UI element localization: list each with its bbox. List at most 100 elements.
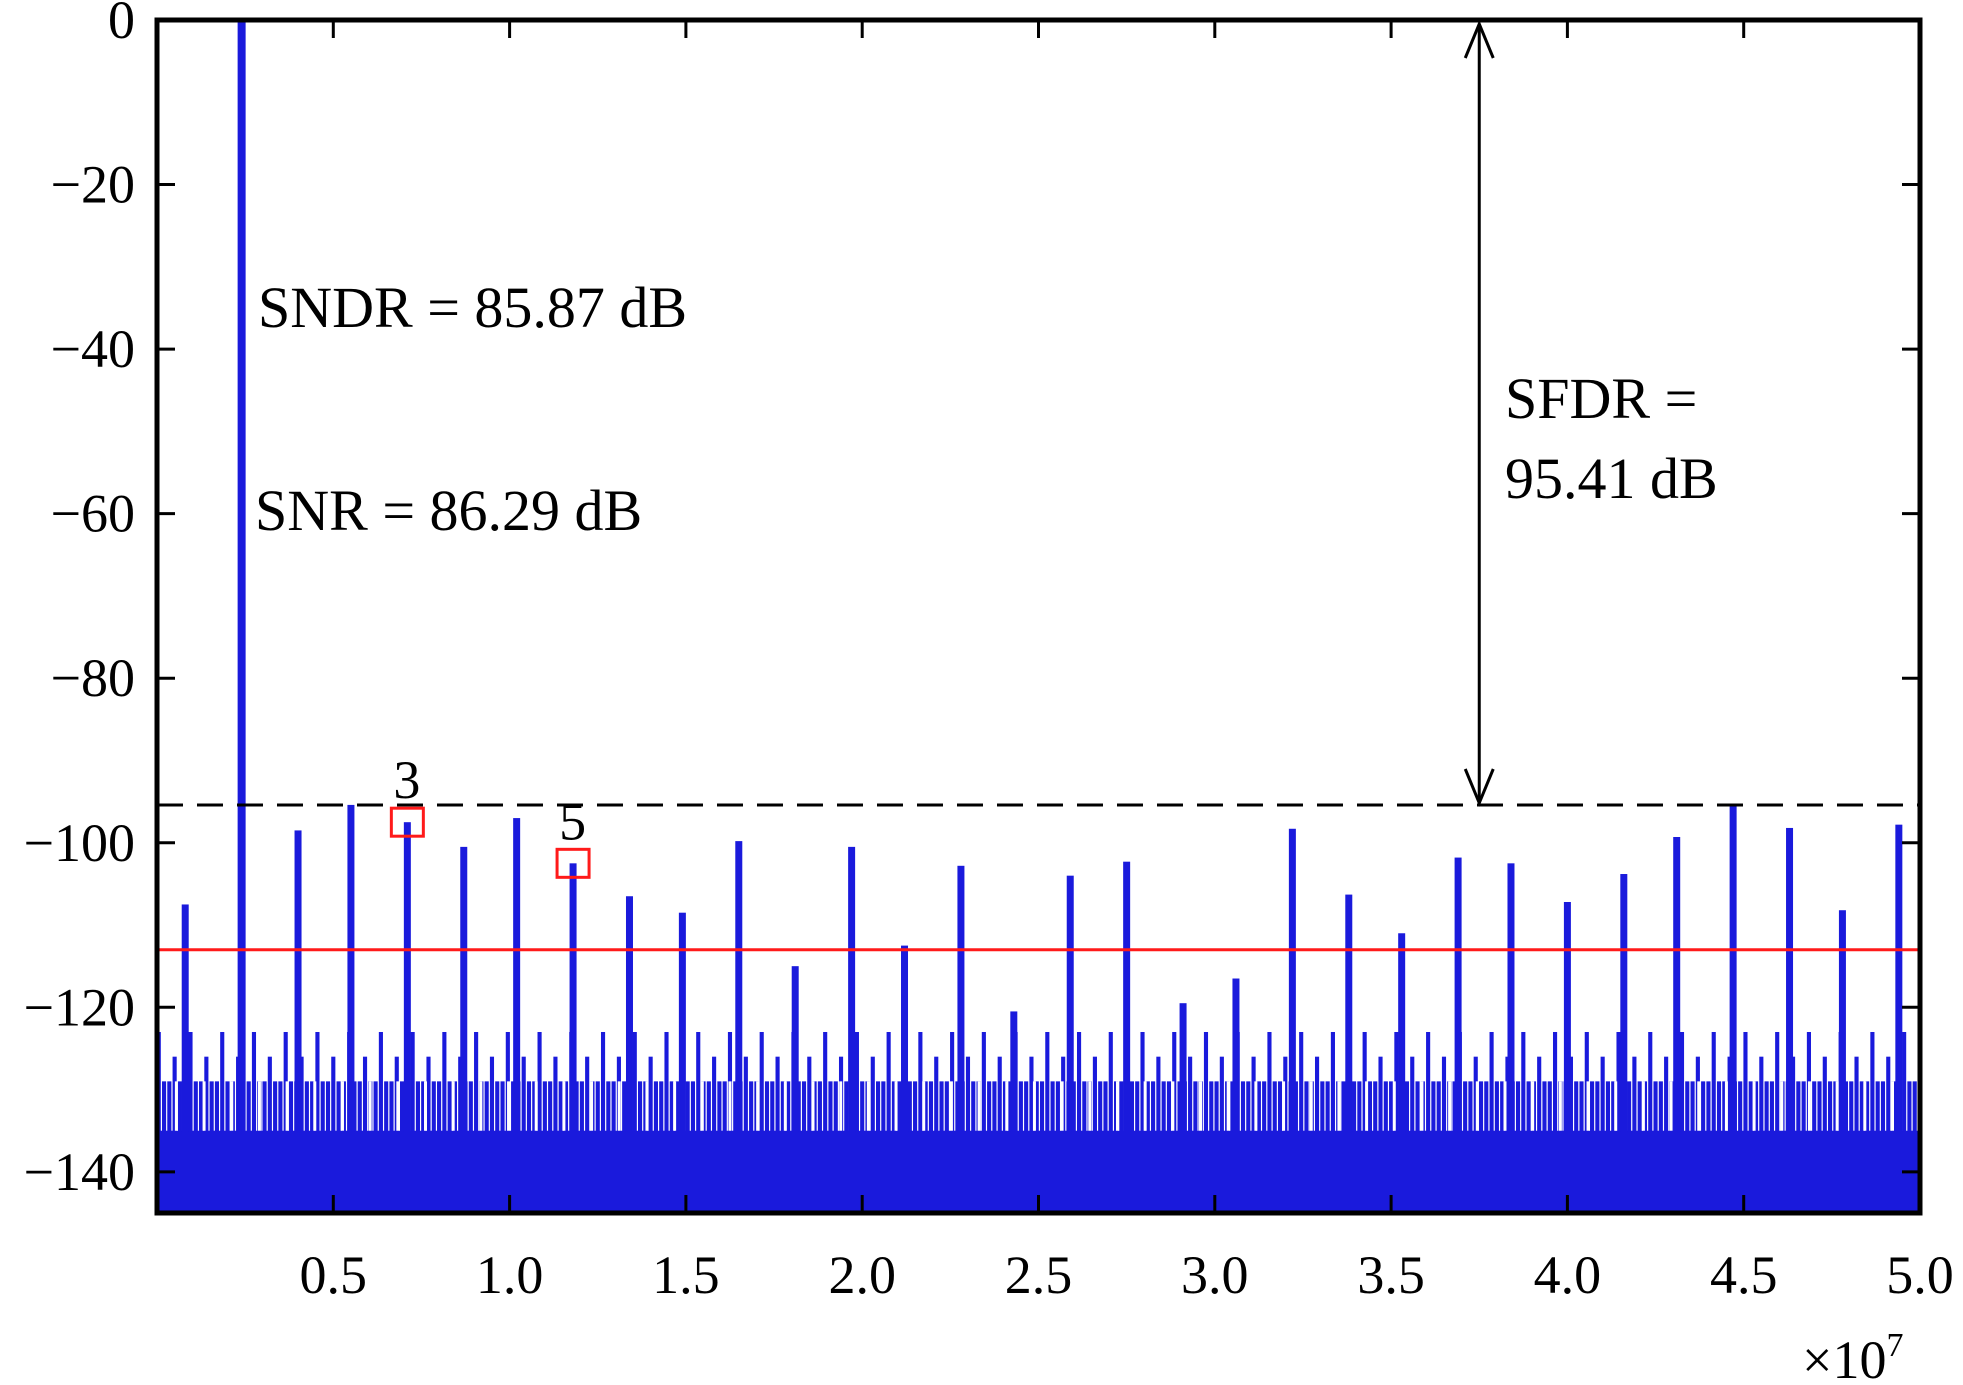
- noise-floor-bin: [1537, 1056, 1542, 1132]
- noise-floor-bin: [1203, 1031, 1209, 1132]
- noise-floor-gap: [1697, 1081, 1701, 1131]
- spur-bar-2: [347, 804, 355, 1213]
- noise-floor-bin: [1161, 1081, 1166, 1132]
- noise-floor-bin: [1568, 1056, 1573, 1132]
- noise-floor-bin: [325, 1081, 331, 1132]
- x-tick-label: 0.5: [300, 1245, 368, 1305]
- noise-floor-bin: [204, 1056, 209, 1132]
- noise-floor-gap: [645, 1081, 649, 1131]
- noise-floor-bin: [632, 1031, 637, 1132]
- noise-floor-bin: [1299, 1031, 1304, 1132]
- noise-floor-bin: [1071, 1081, 1076, 1132]
- noise-floor-bin: [659, 1081, 664, 1132]
- x-tick-label: 3.5: [1357, 1245, 1425, 1305]
- noise-floor-bin: [447, 1081, 452, 1132]
- noise-floor-bin: [278, 1081, 283, 1132]
- noise-floor-bin: [1574, 1081, 1579, 1132]
- noise-floor-bin: [1166, 1081, 1172, 1132]
- noise-floor-gap: [1475, 1081, 1479, 1131]
- noise-floor-bin: [526, 1081, 532, 1132]
- noise-floor-gap: [1115, 1081, 1119, 1131]
- noise-floor-bin: [579, 1081, 584, 1132]
- x-tick-label: 2.5: [1005, 1245, 1073, 1305]
- x-tick-label: 4.0: [1534, 1245, 1602, 1305]
- noise-floor-bin: [1907, 1081, 1912, 1132]
- noise-floor-bin: [262, 1081, 267, 1132]
- noise-floor-bin: [1759, 1056, 1764, 1132]
- noise-floor-layer: [156, 1031, 1923, 1213]
- noise-floor-bin: [854, 1031, 859, 1132]
- noise-floor-bin: [1039, 1081, 1045, 1132]
- spur-bar-7: [625, 896, 633, 1213]
- noise-floor-gap: [590, 1081, 594, 1131]
- noise-floor-gap: [673, 1081, 677, 1131]
- noise-floor-bin: [1404, 1081, 1410, 1132]
- noise-floor-bin: [1151, 1081, 1156, 1132]
- noise-floor-bin: [1119, 1081, 1124, 1132]
- noise-floor-bin: [1743, 1031, 1748, 1132]
- noise-floor-bin: [1505, 1056, 1510, 1132]
- noise-floor-bin: [1902, 1031, 1907, 1132]
- noise-floor-bin: [1145, 1081, 1150, 1132]
- noise-floor-gap: [1558, 1081, 1562, 1131]
- noise-floor-bin: [1590, 1081, 1595, 1132]
- noise-floor-bin: [1029, 1056, 1034, 1132]
- noise-floor-bin: [1330, 1031, 1335, 1132]
- noise-floor-gap: [1420, 1081, 1424, 1131]
- noise-floor-bin: [299, 1056, 304, 1132]
- noise-floor-bin: [780, 1081, 785, 1132]
- noise-floor-bin: [817, 1081, 822, 1132]
- noise-floor-bin: [288, 1081, 294, 1132]
- y-tick-label: −120: [24, 977, 135, 1037]
- y-tick-label: −60: [51, 484, 135, 544]
- noise-floor-bin: [860, 1081, 865, 1132]
- spur-bar-29: [1838, 910, 1846, 1213]
- noise-floor-bin: [664, 1031, 669, 1132]
- noise-floor-gap: [534, 1081, 538, 1131]
- noise-floor-bin: [1912, 1081, 1917, 1132]
- noise-floor-bin: [1325, 1081, 1330, 1132]
- noise-floor-bin: [1716, 1081, 1722, 1132]
- noise-floor-bin: [1045, 1031, 1050, 1132]
- noise-floor-bin: [315, 1031, 320, 1132]
- noise-floor-bin: [653, 1081, 658, 1132]
- noise-floor-bin: [548, 1081, 553, 1132]
- noise-floor-gap: [1724, 1081, 1728, 1131]
- spur-bar-3: [403, 822, 411, 1213]
- noise-floor-gap: [424, 1081, 428, 1131]
- noise-floor-bin: [1108, 1031, 1113, 1132]
- noise-floor-bin: [1410, 1056, 1415, 1132]
- noise-floor-bin: [1436, 1081, 1441, 1132]
- noise-floor-bin: [1849, 1081, 1854, 1132]
- noise-floor-bin: [1362, 1031, 1367, 1132]
- noise-floor-bin: [1616, 1031, 1621, 1132]
- noise-floor-bin: [426, 1056, 431, 1132]
- noise-floor-gap: [562, 1081, 566, 1131]
- noise-floor-bin: [373, 1081, 378, 1132]
- noise-floor-bin: [997, 1056, 1002, 1132]
- noise-floor-bin: [1796, 1081, 1801, 1132]
- noise-floor-bin: [600, 1031, 606, 1132]
- noise-floor-bin: [336, 1081, 341, 1132]
- noise-floor-bin: [399, 1081, 405, 1132]
- noise-floor-bin: [1314, 1056, 1320, 1132]
- noise-floor-bin: [209, 1081, 214, 1132]
- noise-floor-bin: [606, 1081, 611, 1132]
- noise-floor-gap: [1199, 1081, 1203, 1131]
- noise-floor-bin: [521, 1056, 526, 1132]
- noise-floor-bin: [1595, 1081, 1600, 1132]
- noise-floor-bin: [1140, 1031, 1145, 1132]
- noise-floor-bin: [1722, 1081, 1727, 1132]
- noise-floor-bin: [1018, 1081, 1023, 1132]
- noise-floor-bin: [214, 1081, 220, 1132]
- noise-floor-bin: [743, 1056, 748, 1132]
- noise-floor-bin: [913, 1081, 918, 1132]
- noise-floor-bin: [1050, 1081, 1055, 1132]
- noise-floor-bin: [1034, 1081, 1039, 1132]
- x-tick-label: 5.0: [1886, 1245, 1954, 1305]
- noise-floor-bin: [1605, 1081, 1611, 1132]
- noise-floor-bin: [431, 1081, 436, 1132]
- noise-floor-bin: [1277, 1081, 1283, 1132]
- noise-floor-gap: [811, 1081, 815, 1131]
- noise-floor-bin: [1685, 1081, 1690, 1132]
